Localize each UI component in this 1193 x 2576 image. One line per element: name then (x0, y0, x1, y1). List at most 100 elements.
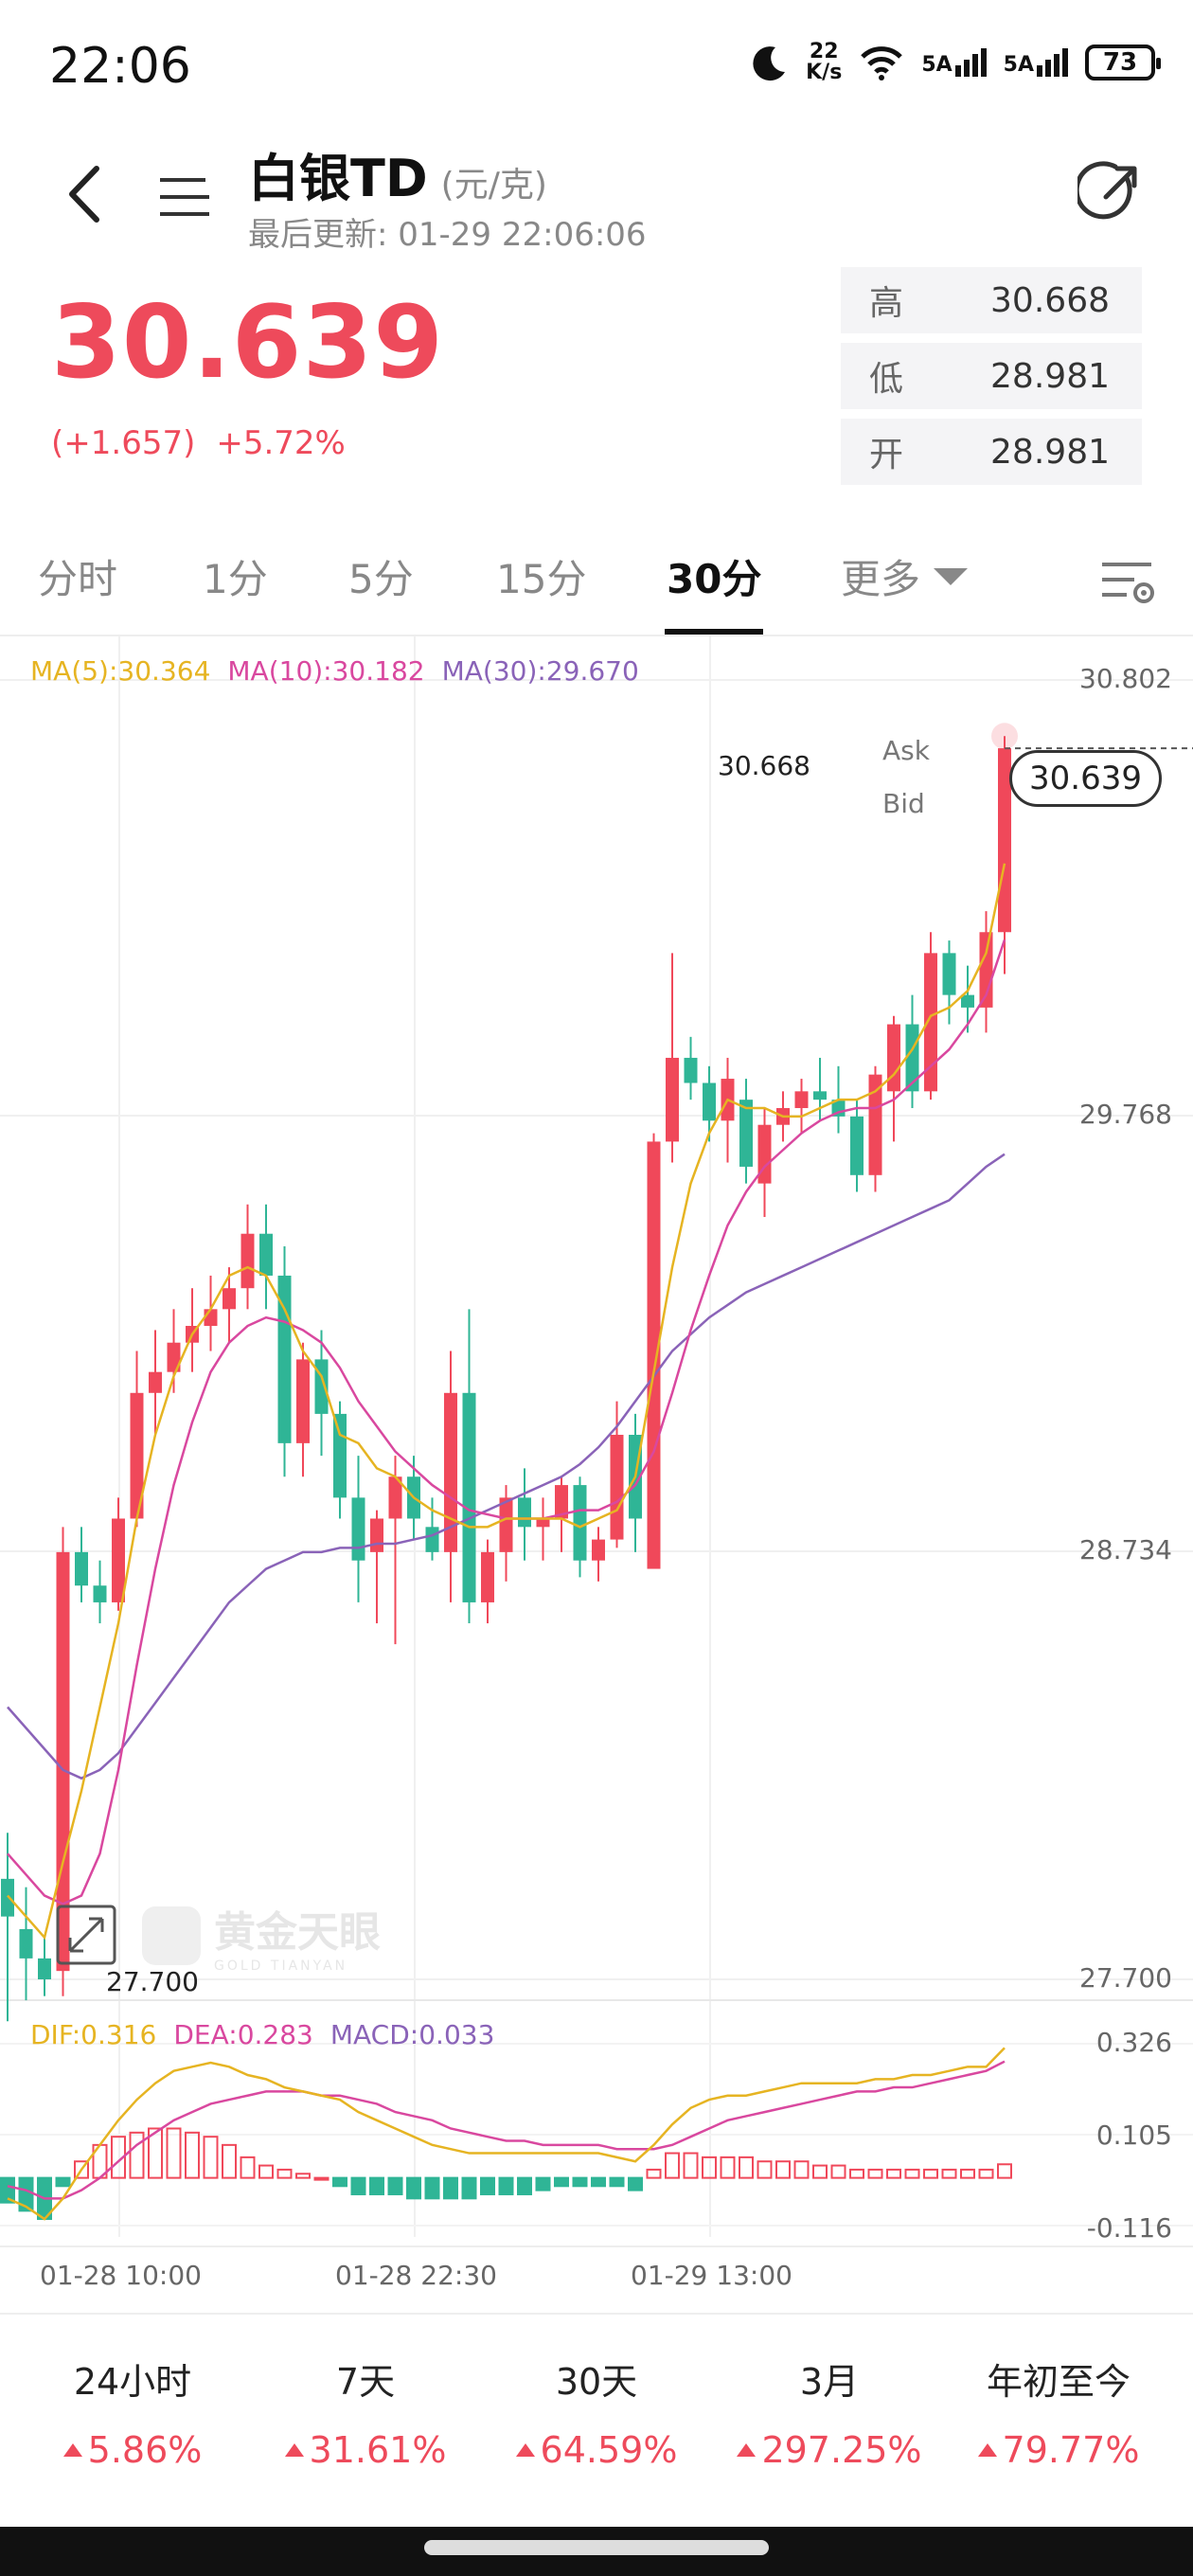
candle-body (149, 1371, 162, 1393)
signal-1: 5A (921, 48, 987, 77)
macd-bar (978, 2168, 994, 2179)
stat-ytd: 年初至今 79.77% (954, 2352, 1163, 2471)
macd-tick: 0.326 (1095, 2027, 1172, 2058)
candle-body (961, 994, 974, 1008)
candle-body (19, 1928, 33, 1959)
candle-body (130, 1392, 144, 1519)
bid-label: Bid (882, 788, 925, 819)
candle-body (112, 1518, 125, 1602)
macd-bar (276, 2168, 293, 2179)
chart-area[interactable]: MA(5):30.364 MA(10):30.182 MA(30):29.670… (0, 636, 1193, 2313)
candle-body (703, 1082, 716, 1121)
title-line: 白银TD (元/克) (248, 136, 547, 211)
candle-body (942, 953, 956, 995)
tab-intraday[interactable]: 分时 (38, 556, 118, 602)
x-tick: 01-29 13:00 (631, 2260, 792, 2291)
macd-bar (720, 2156, 736, 2179)
tab-more[interactable]: 更多 (841, 547, 969, 605)
macd-bar (665, 2152, 680, 2179)
candle-body (757, 1124, 772, 1184)
y-tick: 27.700 (1079, 1962, 1172, 1994)
battery-icon: 73 (1085, 45, 1161, 80)
chart-settings-icon[interactable] (1098, 551, 1159, 612)
macd-bar (443, 2176, 458, 2200)
candle-body (592, 1539, 605, 1561)
macd-bar (240, 2156, 256, 2179)
candle-body (850, 1116, 864, 1175)
macd-bar (923, 2168, 938, 2179)
macd-bar (129, 2131, 145, 2179)
macd-bar (461, 2176, 477, 2200)
macd-bar (904, 2168, 920, 2179)
candle-body (905, 1024, 919, 1092)
candle-body (555, 1485, 568, 1519)
share-icon[interactable] (1077, 159, 1144, 225)
macd-bar (683, 2152, 699, 2179)
tab-1min[interactable]: 1分 (203, 556, 268, 602)
candle-body (444, 1392, 457, 1552)
caret-down-icon (934, 567, 969, 585)
active-tab-indicator (665, 629, 763, 635)
home-indicator[interactable] (424, 2540, 769, 2555)
macd-bar (757, 2160, 773, 2179)
candle-body (887, 1024, 900, 1092)
macd-tick: -0.116 (1086, 2212, 1172, 2244)
back-button[interactable] (57, 161, 114, 227)
price-unit: (元/克) (440, 166, 547, 205)
expand-icon[interactable] (55, 1904, 117, 1966)
kline-chart[interactable] (0, 636, 1193, 2313)
candle-body (388, 1476, 402, 1519)
dea-line (7, 2060, 1006, 2200)
candle-body (240, 1233, 255, 1289)
min-price-marker: 27.700 (106, 1966, 199, 1997)
candle-body (868, 1074, 882, 1175)
macd-bar (941, 2168, 957, 2179)
macd-bar (313, 2176, 329, 2181)
performance-stats: 24小时 5.86% 7天 31.61% 30天 64.59% 3月 297.2… (0, 2313, 1193, 2491)
tab-15min[interactable]: 15分 (496, 556, 587, 602)
candle-body (794, 1091, 809, 1109)
macd-bar (166, 2127, 182, 2179)
wifi-icon (861, 46, 903, 80)
candle-body (204, 1309, 218, 1327)
macd-bar (203, 2136, 219, 2179)
candle-body (223, 1288, 236, 1310)
candle-body (370, 1518, 383, 1552)
tab-30min[interactable]: 30分 (667, 556, 762, 602)
candle-body (259, 1233, 273, 1276)
stat-7d: 7天 31.61% (261, 2352, 470, 2471)
candle-body (75, 1551, 88, 1586)
menu-icon[interactable] (156, 170, 213, 224)
ma30-label: MA(30):29.670 (441, 655, 639, 687)
period-tabs: 分时 1分 5分 15分 30分 更多 (0, 530, 1193, 636)
macd-bar (222, 2143, 237, 2179)
macd-bar (258, 2164, 274, 2179)
macd-bar (332, 2176, 347, 2188)
macd-bar (739, 2156, 754, 2179)
y-tick: 28.734 (1079, 1534, 1172, 1565)
macd-bar (849, 2168, 864, 2179)
candle-body (1, 1878, 14, 1917)
up-arrow-icon (737, 2443, 757, 2457)
dif-label: DIF:0.316 (30, 2019, 157, 2050)
ma5-line (7, 863, 1006, 1941)
candle-body (93, 1585, 107, 1602)
candle-body (647, 1141, 661, 1569)
status-time: 22:06 (49, 38, 191, 95)
open-row: 开 28.981 (841, 419, 1142, 485)
macd-bar (646, 2168, 662, 2179)
macd-label: MACD:0.033 (329, 2019, 495, 2050)
candle-body (56, 1551, 70, 1972)
macd-bar (0, 2176, 15, 2204)
tab-5min[interactable]: 5分 (348, 556, 414, 602)
candle-body (573, 1485, 587, 1561)
macd-bar (295, 2173, 311, 2179)
last-updated: 最后更新: 01-29 22:06:06 (248, 216, 647, 254)
page-title: 白银TD (248, 149, 428, 208)
candle-body (924, 953, 937, 1092)
signal-2: 5A (1004, 48, 1068, 77)
macd-bar (350, 2176, 366, 2195)
up-arrow-icon (62, 2443, 82, 2457)
candle-body (499, 1497, 513, 1552)
candle-body (813, 1091, 827, 1100)
